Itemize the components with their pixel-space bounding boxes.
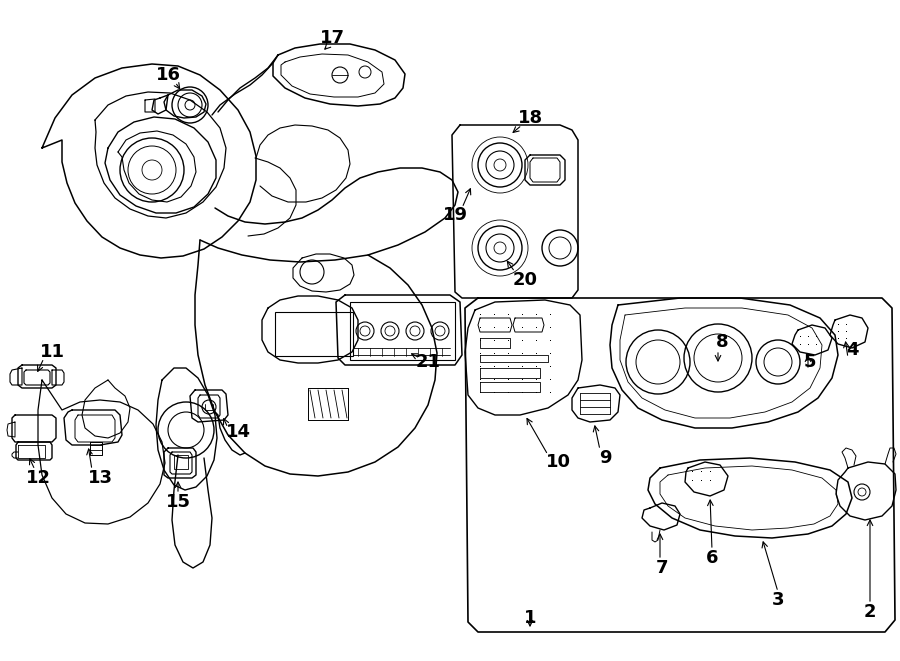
Text: 18: 18: [518, 109, 543, 127]
Text: 10: 10: [545, 453, 571, 471]
Text: 5: 5: [804, 353, 816, 371]
Text: 19: 19: [443, 206, 467, 224]
Text: 15: 15: [166, 493, 191, 511]
Text: 3: 3: [772, 591, 784, 609]
Bar: [350, 302, 455, 360]
Text: 7: 7: [656, 559, 668, 577]
Text: 8: 8: [716, 333, 728, 351]
Text: 14: 14: [226, 423, 250, 441]
Text: 13: 13: [87, 469, 112, 487]
Text: 4: 4: [846, 341, 859, 359]
Text: 17: 17: [320, 29, 345, 47]
Text: 11: 11: [40, 343, 65, 361]
Text: 9: 9: [598, 449, 611, 467]
Bar: [275, 312, 353, 356]
Bar: [174, 455, 188, 469]
Text: 16: 16: [156, 66, 181, 84]
Text: 2: 2: [864, 603, 877, 621]
Text: 20: 20: [512, 271, 537, 289]
Text: 6: 6: [706, 549, 718, 567]
Text: 1: 1: [524, 609, 536, 627]
Text: 21: 21: [416, 353, 440, 371]
Text: 12: 12: [25, 469, 50, 487]
